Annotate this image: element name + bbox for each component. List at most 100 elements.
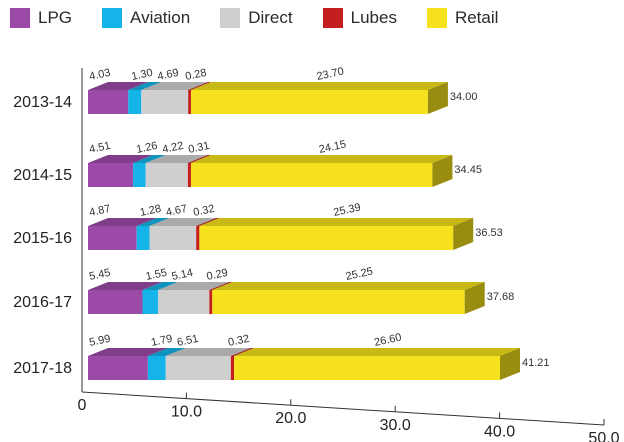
data-label-aviation: 1.79 [150,333,173,349]
bar-end-cap [453,218,474,250]
bar-end-cap [427,82,448,114]
x-tick-label: 30.0 [380,417,411,434]
data-label-aviation: 1.26 [135,140,158,156]
data-label-direct: 4.22 [161,140,184,156]
data-label-lubes: 0.32 [227,333,250,349]
legend-label-lpg: LPG [38,8,73,27]
bar-segment-retail [212,290,465,314]
bar-end-cap [464,282,485,314]
category-label: 2016-17 [13,294,72,311]
bar-top-lpg [88,348,168,356]
bar-segment-retail [234,356,500,380]
bar-segment-lubes [230,356,235,380]
bar-segment-aviation [133,163,146,187]
bar-top-aviation [136,218,170,226]
legend-item-lubes: Lubes [322,8,397,28]
legend-label-aviation: Aviation [130,8,191,27]
category-label: 2015-16 [13,230,72,247]
legend-label-retail: Retail [454,8,499,27]
data-label-direct: 5.14 [171,267,194,283]
total-label: 41.21 [522,357,550,369]
bar-segment-direct [149,226,197,250]
bar-segment-lpg [88,356,148,380]
bar-top-lubes [230,348,255,356]
bar-segment-aviation [147,356,166,380]
bar-segment-lpg [88,163,134,187]
bar-segment-aviation [142,290,158,314]
bar-top-retail [190,155,453,163]
bar-top-aviation [133,155,166,163]
bar-segment-lubes [187,163,191,187]
data-label-retail: 24.15 [318,138,347,155]
x-tick-label: 40.0 [484,423,515,440]
bar-segment-direct [141,90,189,114]
category-label: 2014-15 [13,167,72,184]
bar-group-2015-16 [88,218,474,250]
legend-swatch-aviation [102,8,123,28]
legend-swatch-direct [220,8,241,28]
x-tick-label: 10.0 [171,404,202,421]
bar-top-lpg [88,218,157,226]
bar-segment-direct [157,290,210,314]
data-label-aviation: 1.55 [145,267,168,283]
bar-segment-retail [199,226,454,250]
bar-segment-direct [165,356,231,380]
bar-top-direct [157,282,230,290]
bar-segment-retail [190,163,433,187]
x-tick-label: 0 [78,397,87,414]
legend-item-lpg: LPG [10,8,72,28]
data-label-lpg: 5.99 [88,333,111,349]
bar-top-direct [141,82,209,90]
total-label: 37.68 [487,291,515,303]
bar-segment-lubes [196,226,200,250]
bar-segment-aviation [136,226,150,250]
category-label: 2013-14 [13,94,72,111]
data-label-lpg: 4.03 [88,67,111,83]
legend-swatch-retail [426,8,447,28]
bar-top-aviation [142,282,178,290]
bar-segment-lubes [209,290,213,314]
data-label-lubes: 0.31 [187,140,210,156]
bar-top-retail [212,282,485,290]
bar-segment-lpg [88,90,129,114]
legend-item-aviation: Aviation [102,8,190,28]
bar-top-direct [149,218,217,226]
data-label-lubes: 0.32 [192,203,215,219]
data-label-lpg: 4.87 [88,203,111,219]
legend-item-direct: Direct [220,8,293,28]
data-label-aviation: 1.28 [139,203,162,219]
bar-group-2016-17 [88,282,485,314]
total-label: 36.53 [475,227,503,239]
bar-top-lubes [209,282,233,290]
bar-top-lubes [187,155,211,163]
legend-item-retail: Retail [426,8,499,28]
data-label-retail: 26.60 [373,331,402,348]
data-label-lpg: 5.45 [88,267,111,283]
data-label-lubes: 0.29 [205,267,228,283]
bar-top-lubes [196,218,220,226]
x-tick-label: 20.0 [275,410,306,427]
bar-segment-lpg [88,226,137,250]
bar-group-2013-14 [88,82,448,114]
legend-label-direct: Direct [248,8,293,27]
bar-top-aviation [147,348,186,356]
bar-top-retail [190,82,448,90]
bar-segment-direct [145,163,188,187]
legend: LPG Aviation Direct Lubes Retail [10,8,528,28]
x-axis-line [81,391,605,426]
bar-end-cap [500,348,520,380]
data-label-direct: 4.69 [156,67,179,83]
bar-top-lubes [188,82,211,90]
total-label: 34.45 [454,164,482,176]
bar-top-retail [234,348,520,356]
bar-segment-lpg [88,290,143,314]
bar-top-direct [165,348,251,356]
data-label-lubes: 0.28 [184,67,207,83]
bar-top-retail [199,218,474,226]
data-label-direct: 6.51 [176,333,199,349]
data-label-lpg: 4.51 [88,140,111,156]
bar-top-lpg [88,155,154,163]
data-label-retail: 23.70 [316,65,345,82]
